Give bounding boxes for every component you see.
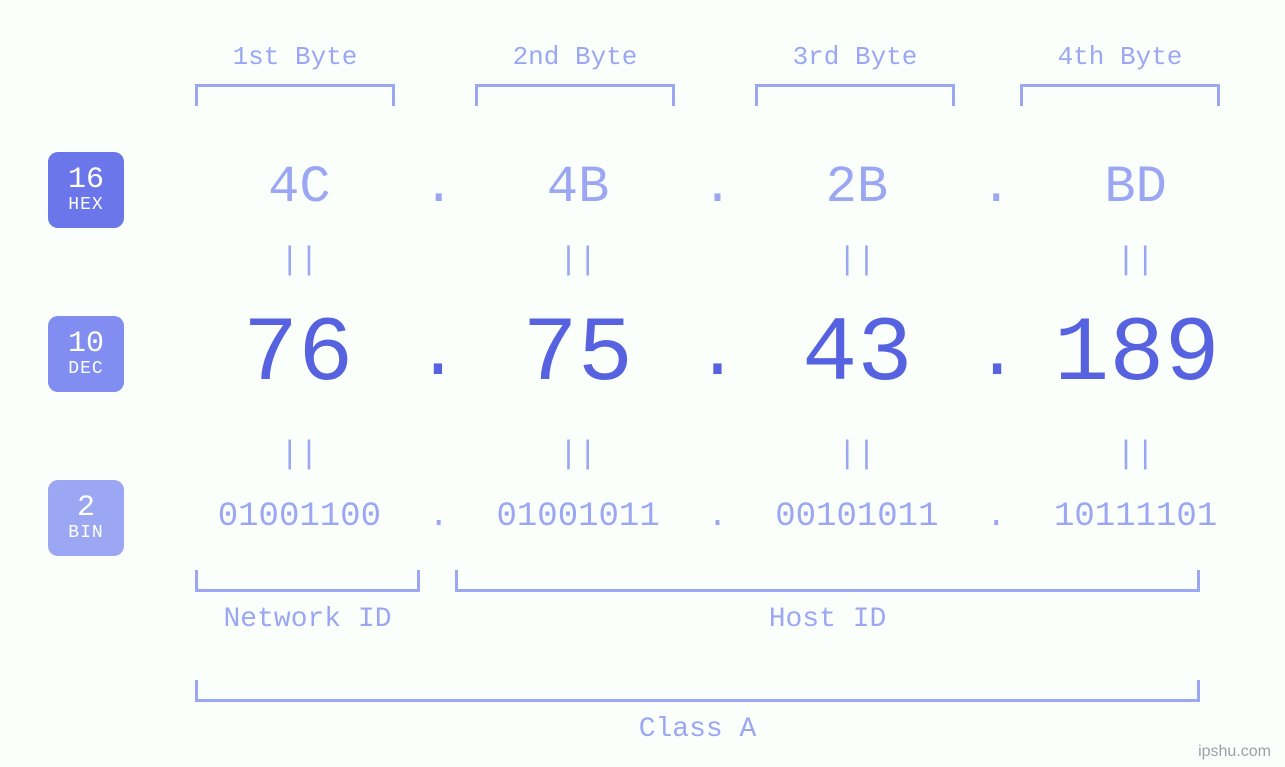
hex-dot-2: .	[698, 158, 738, 217]
eq-1-2: ||	[459, 242, 698, 279]
dec-dot-1: .	[416, 314, 459, 396]
dec-byte-2: 75	[460, 302, 696, 407]
bin-byte-3: 00101011	[738, 498, 977, 536]
dec-byte-3: 43	[739, 302, 975, 407]
bin-dot-3: .	[976, 498, 1016, 536]
byte-label-2: 2nd Byte	[475, 42, 675, 72]
eq-1-3: ||	[738, 242, 977, 279]
hex-byte-2: 4B	[459, 158, 698, 217]
hex-dot-1: .	[419, 158, 459, 217]
byte-label-1: 1st Byte	[195, 42, 395, 72]
top-bracket-4	[1020, 84, 1220, 106]
equals-row-hex-dec: || || || ||	[180, 242, 1255, 279]
byte-label-4: 4th Byte	[1020, 42, 1220, 72]
eq-1-1: ||	[180, 242, 419, 279]
badge-bin-name: BIN	[68, 524, 103, 543]
row-dec: 76 . 75 . 43 . 189	[180, 302, 1255, 407]
watermark: ipshu.com	[1198, 743, 1271, 761]
bin-byte-1: 01001100	[180, 498, 419, 536]
dec-dot-3: .	[975, 314, 1018, 396]
top-bracket-1	[195, 84, 395, 106]
dec-byte-1: 76	[180, 302, 416, 407]
class-label: Class A	[195, 714, 1200, 745]
bin-byte-4: 10111101	[1016, 498, 1255, 536]
host-id-label: Host ID	[455, 604, 1200, 635]
equals-row-dec-bin: || || || ||	[180, 436, 1255, 473]
eq-2-2: ||	[459, 436, 698, 473]
bin-byte-2: 01001011	[459, 498, 698, 536]
eq-2-4: ||	[1016, 436, 1255, 473]
badge-bin-num: 2	[77, 493, 95, 525]
hex-byte-1: 4C	[180, 158, 419, 217]
hex-byte-3: 2B	[738, 158, 977, 217]
row-hex: 4C . 4B . 2B . BD	[180, 158, 1255, 217]
badge-hex-name: HEX	[68, 196, 103, 215]
dec-byte-4: 189	[1019, 302, 1255, 407]
network-id-bracket	[195, 570, 420, 592]
hex-byte-4: BD	[1016, 158, 1255, 217]
dec-dot-2: .	[696, 314, 739, 396]
badge-hex-num: 16	[68, 165, 104, 197]
class-bracket	[195, 680, 1200, 702]
eq-2-1: ||	[180, 436, 419, 473]
top-bracket-3	[755, 84, 955, 106]
network-id-label: Network ID	[195, 604, 420, 635]
byte-label-3: 3rd Byte	[755, 42, 955, 72]
bin-dot-2: .	[698, 498, 738, 536]
hex-dot-3: .	[976, 158, 1016, 217]
host-id-bracket	[455, 570, 1200, 592]
badge-dec-name: DEC	[68, 360, 103, 379]
badge-dec: 10 DEC	[48, 316, 124, 392]
badge-hex: 16 HEX	[48, 152, 124, 228]
top-bracket-2	[475, 84, 675, 106]
bin-dot-1: .	[419, 498, 459, 536]
eq-1-4: ||	[1016, 242, 1255, 279]
badge-dec-num: 10	[68, 329, 104, 361]
eq-2-3: ||	[738, 436, 977, 473]
badge-bin: 2 BIN	[48, 480, 124, 556]
row-bin: 01001100 . 01001011 . 00101011 . 1011110…	[180, 498, 1255, 536]
